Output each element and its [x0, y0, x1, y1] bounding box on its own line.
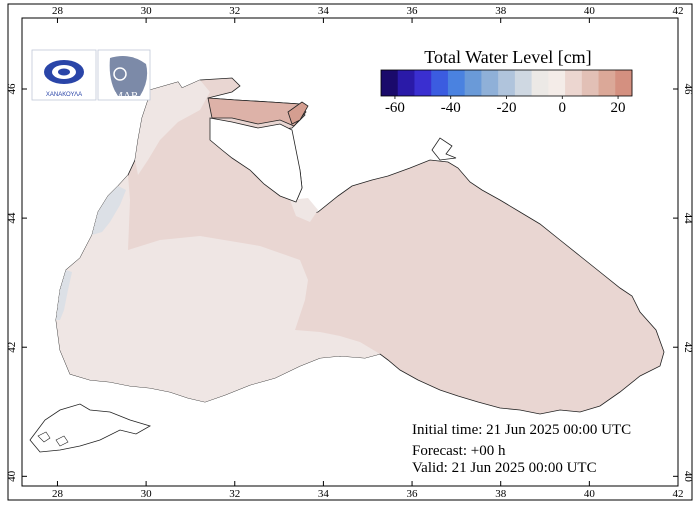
- colorbar-cell: [481, 70, 499, 96]
- colorbar-tick-label: 20: [611, 100, 626, 116]
- lon-tick-label-bottom: 42: [673, 488, 684, 500]
- lon-tick-label-bottom: 38: [495, 488, 507, 500]
- logos: ΧΑΝΑΚΟΥΛΑ IMAR: [31, 49, 151, 102]
- right-logo-text: IMAR: [110, 90, 139, 102]
- lon-tick-label-top: 40: [584, 5, 596, 17]
- sea-field: [55, 77, 665, 415]
- left-logo: ΧΑΝΑΚΟΥΛΑ: [31, 49, 97, 101]
- lat-tick-label-right: 46: [682, 84, 694, 96]
- northwest-shelf-light: [135, 80, 210, 175]
- colorbar-tick-label: -60: [385, 100, 405, 116]
- initial-time: Initial time: 21 Jun 2025 00:00 UTC: [412, 422, 631, 438]
- lat-tick-label-left: 46: [6, 83, 18, 95]
- colorbar-cell: [581, 70, 599, 96]
- western-basin-light: [56, 175, 380, 402]
- taganrog-bay: [287, 101, 309, 125]
- colorbar-cell: [598, 70, 616, 96]
- colorbar-tick-label: 0: [559, 100, 567, 116]
- lon-tick-label-top: 36: [407, 5, 419, 17]
- lon-tick-label-top: 32: [229, 5, 240, 17]
- colorbar-tick-label: -20: [497, 100, 517, 116]
- colorbar-title: Total Water Level [cm]: [424, 47, 591, 67]
- coastal-cool-strip-south: [56, 270, 72, 320]
- lat-tick-label-left: 42: [6, 342, 18, 353]
- colorbar-ticks: -60 -40 -20 0 20: [385, 96, 626, 116]
- colorbar-cell: [615, 70, 633, 96]
- colorbar-cell: [381, 70, 399, 96]
- colorbar-cell: [565, 70, 583, 96]
- inner-frame: [21, 17, 679, 487]
- lon-tick-label-bottom: 30: [141, 488, 153, 500]
- valid-time: Valid: 21 Jun 2025 00:00 UTC: [412, 460, 597, 476]
- coastal-cool-strip: [92, 186, 126, 235]
- crimea-peninsula: [209, 117, 303, 203]
- colorbar-cell: [514, 70, 532, 96]
- kerch-strait-light: [290, 198, 318, 222]
- colorbar-cell: [531, 70, 549, 96]
- outer-frame: [7, 3, 693, 501]
- lat-tick-label-right: 40: [682, 471, 694, 483]
- lon-tick-label-top: 28: [52, 5, 64, 17]
- left-logo-text: ΧΑΝΑΚΟΥΛΑ: [46, 92, 82, 98]
- colorbar-tick-label: -40: [441, 100, 461, 116]
- colorbar-cell: [397, 70, 415, 96]
- colorbar: Total Water Level [cm] -60 -40 -20 0 20: [380, 47, 633, 116]
- lon-tick-label-top: 34: [318, 5, 330, 17]
- lon-tick-label-top: 42: [673, 5, 684, 17]
- colorbar-cell: [447, 70, 466, 96]
- lat-tick-label-right: 42: [682, 342, 694, 353]
- lon-tick-label-bottom: 32: [229, 488, 240, 500]
- lon-tick-label-top: 38: [495, 5, 507, 17]
- info-panel: Initial time: 21 Jun 2025 00:00 UTC Fore…: [412, 422, 631, 476]
- colorbar-cell: [414, 70, 432, 96]
- right-logo: IMAR: [97, 49, 151, 102]
- sea-of-azov: [207, 97, 307, 127]
- lat-tick-label-left: 44: [6, 212, 18, 224]
- colorbar-cell: [548, 70, 566, 96]
- lat-tick-label-right: 44: [682, 213, 694, 225]
- colorbar-cell: [464, 70, 482, 96]
- lon-tick-label-bottom: 40: [584, 488, 596, 500]
- map-frame: 28 28 30 30 32 32 34 34 36 36 38 38 40 40 42 42 40 40 42 42…: [6, 3, 694, 501]
- colorbar-cell: [431, 70, 449, 96]
- lon-tick-label-bottom: 36: [407, 488, 419, 500]
- forecast-hour: Forecast: +00 h: [412, 443, 506, 459]
- land-features: [29, 117, 303, 453]
- marmara-islands: [37, 431, 69, 447]
- lat-tick-label-left: 40: [6, 470, 18, 482]
- colorbar-cells: [380, 69, 633, 97]
- northeast-inlet: [431, 137, 457, 161]
- lon-tick-label-bottom: 34: [318, 488, 330, 500]
- lon-tick-label-bottom: 28: [52, 488, 64, 500]
- lon-tick-label-top: 30: [141, 5, 153, 17]
- colorbar-cell: [498, 70, 516, 96]
